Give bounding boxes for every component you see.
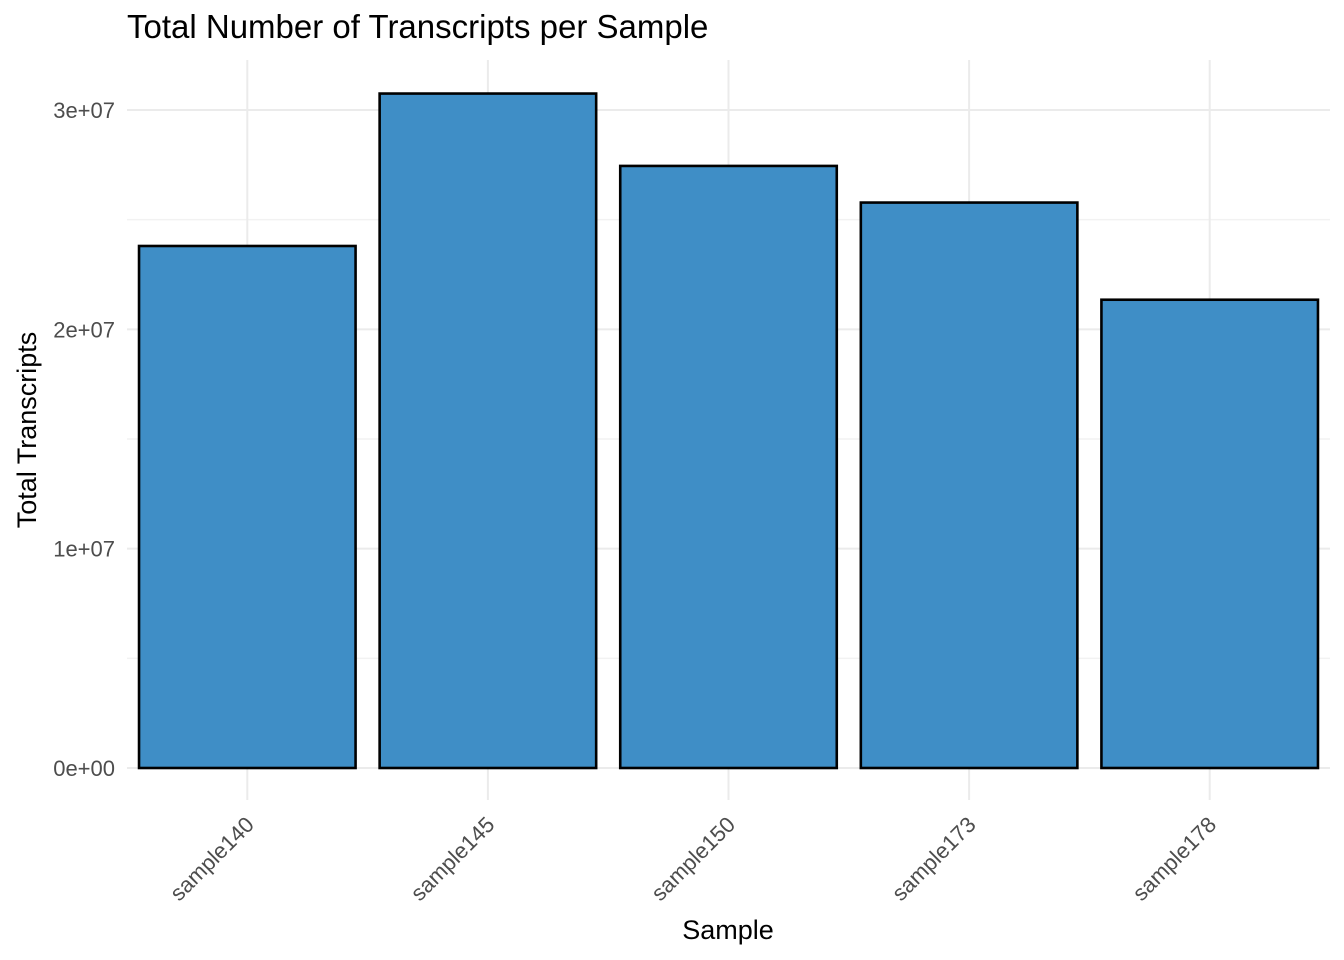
x-axis-title: Sample [682, 915, 774, 945]
x-tick-label: sample173 [887, 812, 981, 906]
bar-sample145 [378, 92, 598, 770]
bars [137, 92, 1320, 770]
x-tick-label: sample178 [1127, 812, 1221, 906]
x-tick-labels: sample140 sample145 sample150 sample173 samp… [165, 812, 1221, 906]
y-tick-labels: 0e+00 1e+07 2e+07 3e+07 [53, 98, 115, 781]
chart-title: Total Number of Transcripts per Sample [127, 8, 708, 45]
bar-sample173 [859, 201, 1079, 770]
x-tick-label: sample145 [406, 812, 500, 906]
bar-sample150 [618, 164, 839, 770]
bar-sample140 [137, 244, 357, 770]
y-tick-label: 1e+07 [53, 537, 115, 562]
bar-sample178 [1100, 298, 1320, 770]
y-tick-label: 3e+07 [53, 98, 115, 123]
y-tick-label: 2e+07 [53, 317, 115, 342]
x-tick-label: sample140 [165, 812, 259, 906]
y-axis-title: Total Transcripts [12, 332, 42, 529]
x-tick-label: sample150 [646, 812, 740, 906]
y-tick-label: 0e+00 [53, 756, 115, 781]
